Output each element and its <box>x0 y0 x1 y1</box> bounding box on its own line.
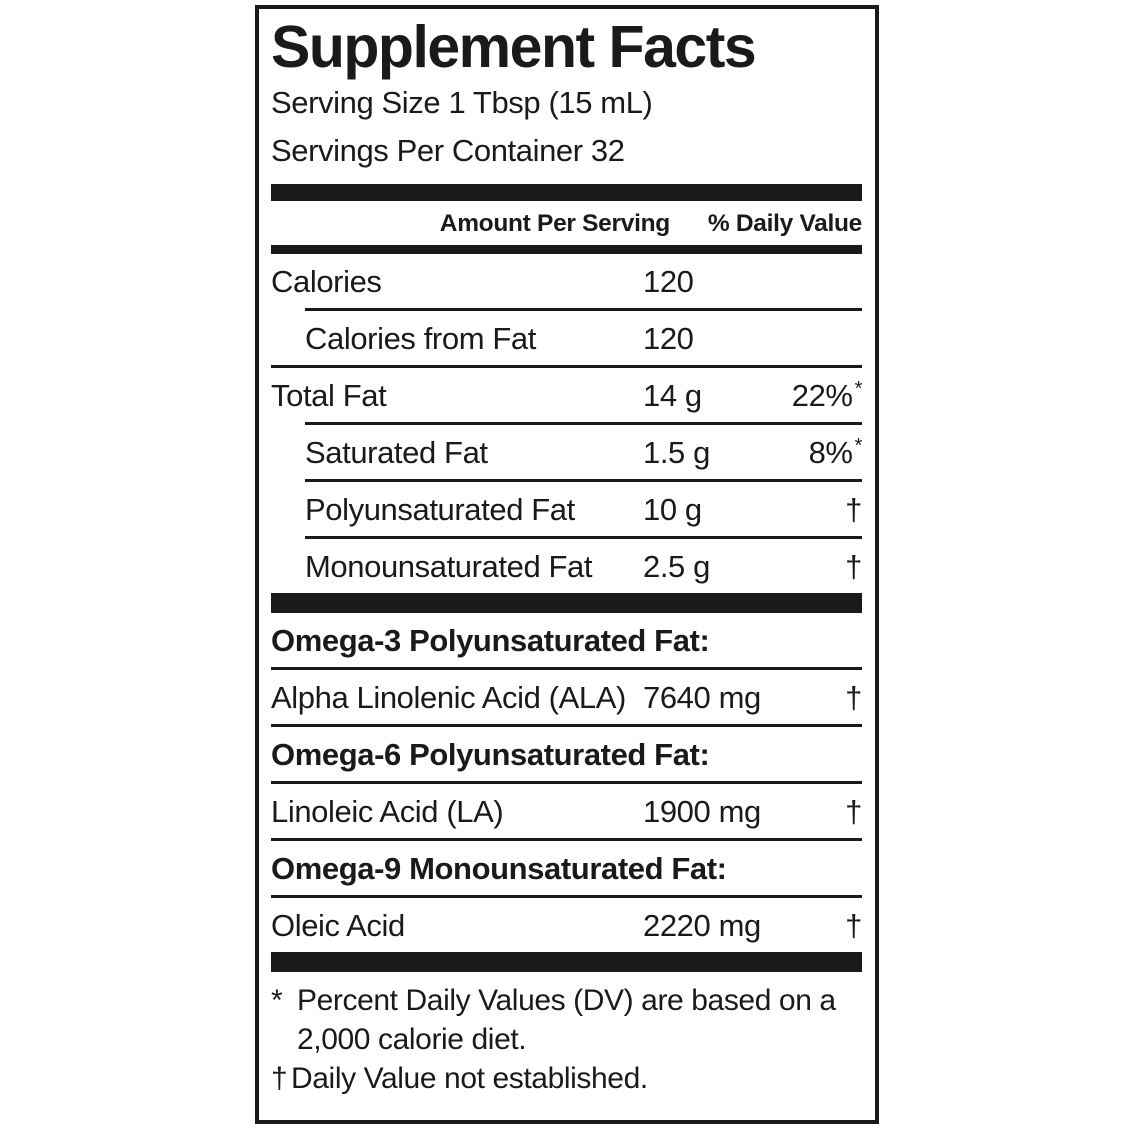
omega9-section-heading: Omega-9 Monounsaturated Fat: <box>271 838 862 895</box>
footnote-line: 2,000 calorie diet. <box>297 1023 527 1056</box>
footnotes: * Percent Daily Values (DV) are based on… <box>271 981 862 1098</box>
dagger-symbol: † <box>845 549 862 584</box>
divider-bar-thick <box>271 593 862 613</box>
nutrient-amount: 7640 mg <box>643 680 761 715</box>
omega3-section-heading: Omega-3 Polyunsaturated Fat: <box>271 623 710 658</box>
asterisk-marker: * <box>271 984 283 1017</box>
nutrient-row-la: Linoleic Acid (LA) 1900 mg † <box>271 781 862 838</box>
dagger-marker: † <box>271 1062 288 1095</box>
nutrient-name: Polyunsaturated Fat <box>305 492 575 527</box>
nutrient-row-monounsaturated-fat: Monounsaturated Fat 2.5 g † <box>305 536 862 593</box>
divider-bar-thick <box>271 952 862 972</box>
nutrient-row-calories-from-fat: Calories from Fat 120 <box>305 308 862 365</box>
nutrient-daily-value: 8% * <box>710 435 863 471</box>
nutrient-name: Saturated Fat <box>305 435 488 470</box>
nutrient-amount: 120 <box>643 264 694 299</box>
nutrient-amount: 1900 mg <box>643 794 761 829</box>
servings-per-container: Servings Per Container 32 <box>271 133 625 168</box>
footnote-not-established: † Daily Value not established. <box>271 1059 862 1098</box>
amount-per-serving-header: Amount Per Serving <box>439 210 670 237</box>
nutrient-amount: 120 <box>643 321 694 356</box>
nutrient-row-calories: Calories 120 <box>271 254 862 308</box>
footnote-text: Daily Value not established. <box>291 1059 648 1098</box>
dv-value: 22% <box>791 378 853 413</box>
omega6-section-heading: Omega-6 Polyunsaturated Fat: <box>271 724 862 781</box>
footnote-line: Percent Daily Values (DV) are based on a <box>297 984 836 1017</box>
dagger-symbol: † <box>845 680 862 715</box>
nutrient-name: Alpha Linolenic Acid (ALA) <box>271 680 626 715</box>
divider-bar-medium <box>271 245 862 254</box>
nutrient-amount: 1.5 g <box>643 435 710 470</box>
nutrient-name: Linoleic Acid (LA) <box>271 794 504 829</box>
column-header-row: Amount Per Serving % Daily Value <box>271 201 863 245</box>
asterisk-mark: * <box>854 435 863 457</box>
dagger-symbol: † <box>845 794 862 829</box>
divider-bar-thick <box>271 184 862 201</box>
asterisk-mark: * <box>854 378 863 400</box>
nutrient-amount: 14 g <box>643 378 702 413</box>
dv-value: 8% <box>808 435 853 470</box>
dagger-symbol: † <box>845 908 862 943</box>
nutrient-row-polyunsaturated-fat: Polyunsaturated Fat 10 g † <box>305 479 862 536</box>
nutrient-row-oleic-acid: Oleic Acid 2220 mg † <box>271 895 862 952</box>
panel-title: Supplement Facts <box>271 14 757 80</box>
nutrient-row-saturated-fat: Saturated Fat 1.5 g 8% * <box>305 422 862 479</box>
nutrient-row-total-fat: Total Fat 14 g 22% * <box>271 365 862 422</box>
nutrient-name: Calories from Fat <box>305 321 536 356</box>
serving-size: Serving Size 1 Tbsp (15 mL) <box>271 85 653 120</box>
footnote-line: Daily Value not established. <box>291 1062 648 1095</box>
daily-value-header: % Daily Value <box>707 210 862 237</box>
supplement-facts-panel: Supplement Facts Serving Size 1 Tbsp (15… <box>255 5 879 1124</box>
nutrient-name: Calories <box>271 264 382 299</box>
nutrient-amount: 2.5 g <box>643 549 710 584</box>
nutrient-name: Oleic Acid <box>271 908 405 943</box>
nutrient-name: Monounsaturated Fat <box>305 549 593 584</box>
dagger-symbol: † <box>845 492 862 527</box>
nutrient-name: Total Fat <box>271 378 387 413</box>
footnote-daily-values: * Percent Daily Values (DV) are based on… <box>271 981 862 1059</box>
nutrient-row-ala: Alpha Linolenic Acid (ALA) 7640 mg † <box>271 667 862 724</box>
nutrient-amount: 2220 mg <box>643 908 761 943</box>
footnote-text: Percent Daily Values (DV) are based on a… <box>297 981 836 1059</box>
nutrient-amount: 10 g <box>643 492 702 527</box>
nutrient-daily-value: 22% * <box>702 378 863 414</box>
